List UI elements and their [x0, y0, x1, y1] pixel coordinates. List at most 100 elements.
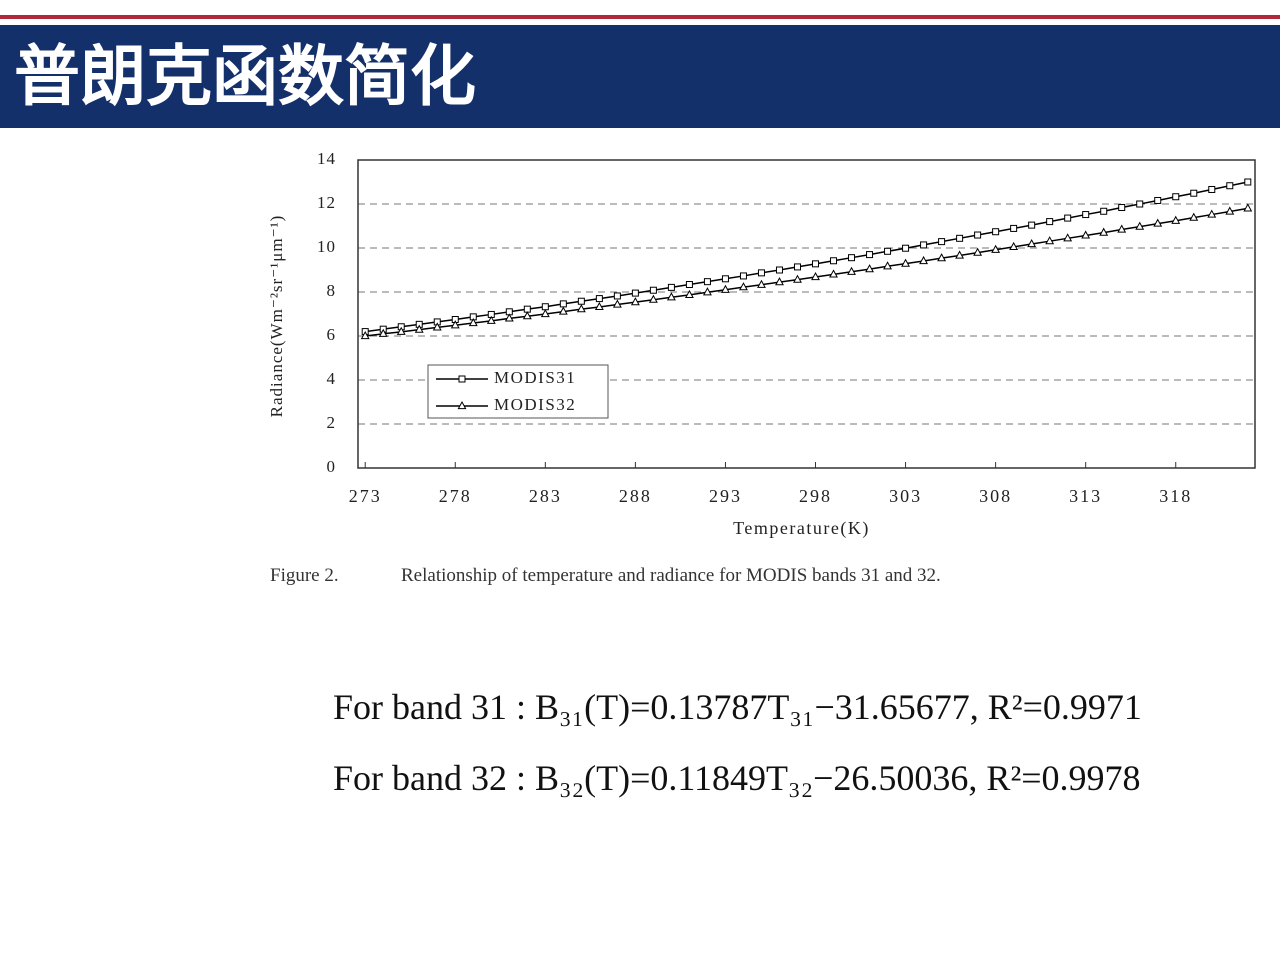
marker: [1082, 211, 1090, 219]
legend-label: MODIS31: [494, 368, 576, 387]
marker: [1099, 227, 1109, 236]
marker: [991, 244, 1001, 253]
marker: [1135, 221, 1145, 230]
marker: [576, 304, 586, 313]
title-bar: [0, 25, 1280, 128]
marker: [1117, 224, 1127, 233]
marker: [684, 289, 694, 298]
marker: [937, 253, 947, 262]
marker: [432, 322, 442, 331]
marker: [1045, 236, 1055, 245]
marker: [1064, 214, 1072, 222]
y-tick-label: 4: [327, 369, 337, 388]
equation: For band 32 : B₃₂(T)=0.11849T₃₂−26.50036…: [333, 758, 1141, 798]
marker: [450, 320, 460, 329]
x-axis-label: Temperature(K): [733, 518, 870, 539]
marker: [1046, 218, 1054, 226]
marker: [739, 272, 747, 280]
marker: [1100, 207, 1108, 215]
marker: [1028, 221, 1036, 229]
slide-title: 普朗克函数简化: [14, 38, 476, 115]
marker: [775, 266, 783, 274]
marker: [920, 241, 928, 249]
marker: [1244, 178, 1252, 186]
marker: [1153, 218, 1163, 227]
marker: [1081, 230, 1091, 239]
x-tick-label: 288: [619, 486, 652, 506]
y-tick-label: 14: [317, 149, 336, 168]
marker: [974, 231, 982, 239]
y-tick-label: 0: [327, 457, 337, 476]
caption-label: Figure 2.: [270, 565, 339, 586]
marker: [649, 286, 657, 294]
plot-frame: [357, 159, 1256, 469]
marker: [973, 247, 983, 256]
marker: [613, 292, 621, 300]
marker: [1171, 215, 1181, 224]
marker: [1009, 241, 1019, 250]
marker: [1136, 200, 1144, 208]
marker: [702, 287, 712, 296]
caption-text: Relationship of temperature and radiance…: [401, 565, 941, 586]
marker: [504, 313, 514, 322]
marker: [1118, 204, 1126, 212]
marker: [577, 297, 585, 305]
y-axis-label: Radiance(Wm⁻²sr⁻¹μm⁻¹): [267, 215, 286, 418]
marker: [721, 284, 730, 293]
marker: [1189, 212, 1199, 221]
marker: [1154, 196, 1162, 204]
marker: [630, 297, 640, 306]
marker: [812, 260, 820, 268]
marker: [414, 324, 424, 333]
x-tick-label: 313: [1069, 486, 1102, 506]
marker: [919, 255, 929, 265]
marker: [685, 281, 693, 289]
marker: [631, 289, 639, 297]
marker: [1190, 189, 1198, 197]
legend-label: MODIS32: [494, 395, 576, 414]
marker: [558, 306, 568, 315]
y-tick-label: 10: [317, 237, 336, 256]
x-tick-label: 283: [529, 486, 562, 506]
marker: [1027, 238, 1037, 248]
marker: [360, 330, 370, 340]
marker: [1010, 224, 1018, 232]
x-tick-label: 293: [709, 486, 742, 506]
equation: For band 31 : B₃₁(T)=0.13787T₃₁−31.65677…: [333, 687, 1142, 727]
marker: [883, 261, 892, 270]
x-tick-label: 318: [1159, 486, 1192, 506]
x-tick-label: 308: [979, 486, 1012, 506]
marker: [739, 282, 748, 291]
marker: [612, 299, 622, 308]
marker: [648, 294, 658, 303]
marker: [775, 277, 784, 286]
marker: [902, 244, 910, 252]
legend-box: [427, 364, 609, 419]
marker: [1208, 185, 1216, 193]
marker: [829, 269, 838, 278]
marker: [1172, 193, 1180, 201]
marker: [1063, 233, 1073, 242]
x-tick-label: 298: [799, 486, 832, 506]
marker: [721, 275, 729, 283]
marker: [866, 251, 874, 259]
marker: [540, 308, 550, 318]
legend: MODIS31 MODIS32: [427, 364, 609, 419]
marker: [468, 317, 478, 327]
marker: [559, 300, 567, 308]
marker: [378, 328, 388, 337]
marker: [793, 263, 801, 271]
y-tick-label: 12: [317, 193, 336, 212]
marker: [458, 375, 466, 383]
marker: [666, 292, 676, 301]
marker: [757, 279, 766, 288]
marker: [1207, 209, 1217, 218]
marker: [847, 266, 856, 275]
top-rule: [0, 15, 1280, 19]
x-tick-label: 303: [889, 486, 922, 506]
marker: [522, 311, 532, 320]
marker: [594, 301, 604, 311]
marker: [1243, 203, 1253, 212]
marker: [757, 269, 765, 277]
